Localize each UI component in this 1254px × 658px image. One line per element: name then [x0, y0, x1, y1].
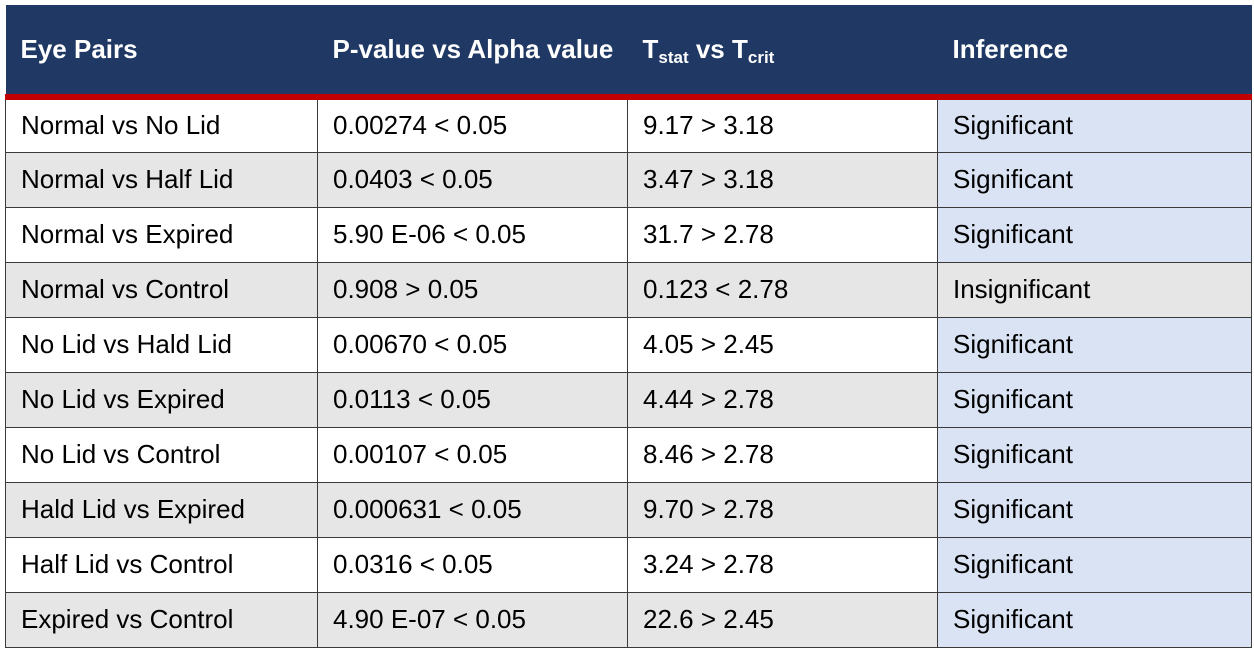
tstat-cell: 9.17 > 3.18: [627, 97, 938, 153]
table-row: Normal vs Expired 5.90 E-06 < 0.05 31.7 > …: [5, 207, 1252, 263]
table-header: Eye Pairs P-value vs Alpha value Tstat v…: [5, 5, 1252, 100]
header-tstat-vs-tcrit: Tstat vs Tcrit: [627, 5, 938, 100]
tstat-symbol: T: [642, 34, 659, 64]
pvalue-cell: 0.00274 < 0.05: [317, 97, 628, 153]
tcrit-subscript: crit: [747, 48, 775, 67]
tstat-cell: 4.44 > 2.78: [627, 372, 938, 428]
inference-cell: Significant: [937, 592, 1252, 648]
pvalue-cell: 4.90 E-07 < 0.05: [317, 592, 628, 648]
eye-pair-cell: Normal vs Expired: [5, 207, 318, 263]
tstat-cell: 3.24 > 2.78: [627, 537, 938, 593]
inference-cell: Significant: [937, 427, 1252, 483]
inference-cell: Insignificant: [937, 262, 1252, 318]
table-row: Normal vs Half Lid 0.0403 < 0.05 3.47 > 3.…: [5, 152, 1252, 208]
inference-cell: Significant: [937, 152, 1252, 208]
table-row: Hald Lid vs Expired 0.000631 < 0.05 9.70 >…: [5, 482, 1252, 538]
tstat-cell: 9.70 > 2.78: [627, 482, 938, 538]
inference-cell: Significant: [937, 537, 1252, 593]
pvalue-cell: 0.00670 < 0.05: [317, 317, 628, 373]
pvalue-cell: 0.0113 < 0.05: [317, 372, 628, 428]
inference-cell: Significant: [937, 317, 1252, 373]
header-pvalue-vs-alpha: P-value vs Alpha value: [317, 5, 628, 100]
pvalue-cell: 0.908 > 0.05: [317, 262, 628, 318]
results-table-container: Eye Pairs P-value vs Alpha value Tstat v…: [5, 5, 1252, 648]
eye-pair-cell: No Lid vs Expired: [5, 372, 318, 428]
header-inference: Inference: [937, 5, 1252, 100]
eye-pair-cell: Normal vs Half Lid: [5, 152, 318, 208]
eye-pair-cell: Normal vs No Lid: [5, 97, 318, 153]
tstat-cell: 3.47 > 3.18: [627, 152, 938, 208]
pvalue-cell: 0.000631 < 0.05: [317, 482, 628, 538]
inference-cell: Significant: [937, 482, 1252, 538]
eye-pair-cell: No Lid vs Control: [5, 427, 318, 483]
tstat-subscript: stat: [658, 48, 689, 67]
inference-cell: Significant: [937, 207, 1252, 263]
eye-pair-cell: Half Lid vs Control: [5, 537, 318, 593]
header-eye-pairs: Eye Pairs: [5, 5, 318, 100]
pvalue-cell: 0.0403 < 0.05: [317, 152, 628, 208]
tstat-cell: 31.7 > 2.78: [627, 207, 938, 263]
hypothesis-test-table: Eye Pairs P-value vs Alpha value Tstat v…: [5, 5, 1252, 648]
eye-pair-cell: Expired vs Control: [5, 592, 318, 648]
tstat-cell: 0.123 < 2.78: [627, 262, 938, 318]
table-row: Half Lid vs Control 0.0316 < 0.05 3.24 > 2…: [5, 537, 1252, 593]
tcrit-symbol: T: [732, 34, 748, 64]
eye-pair-cell: Hald Lid vs Expired: [5, 482, 318, 538]
table-row: No Lid vs Expired 0.0113 < 0.05 4.44 > 2.7…: [5, 372, 1252, 428]
eye-pair-cell: Normal vs Control: [5, 262, 318, 318]
table-row: Expired vs Control 4.90 E-07 < 0.05 22.6 >…: [5, 592, 1252, 648]
table-row: Normal vs No Lid 0.00274 < 0.05 9.17 > 3.1…: [5, 97, 1252, 153]
pvalue-cell: 5.90 E-06 < 0.05: [317, 207, 628, 263]
pvalue-cell: 0.0316 < 0.05: [317, 537, 628, 593]
table-row: No Lid vs Hald Lid 0.00670 < 0.05 4.05 > 2…: [5, 317, 1252, 373]
eye-pair-cell: No Lid vs Hald Lid: [5, 317, 318, 373]
inference-cell: Significant: [937, 97, 1252, 153]
table-body: Normal vs No Lid 0.00274 < 0.05 9.17 > 3.1…: [5, 97, 1252, 648]
tstat-cell: 4.05 > 2.45: [627, 317, 938, 373]
table-row: Normal vs Control 0.908 > 0.05 0.123 < 2.7…: [5, 262, 1252, 318]
pvalue-cell: 0.00107 < 0.05: [317, 427, 628, 483]
table-row: No Lid vs Control 0.00107 < 0.05 8.46 > 2.…: [5, 427, 1252, 483]
tstat-cell: 22.6 > 2.45: [627, 592, 938, 648]
tstat-cell: 8.46 > 2.78: [627, 427, 938, 483]
vs-text: vs: [688, 34, 732, 64]
inference-cell: Significant: [937, 372, 1252, 428]
header-row: Eye Pairs P-value vs Alpha value Tstat v…: [5, 5, 1252, 100]
